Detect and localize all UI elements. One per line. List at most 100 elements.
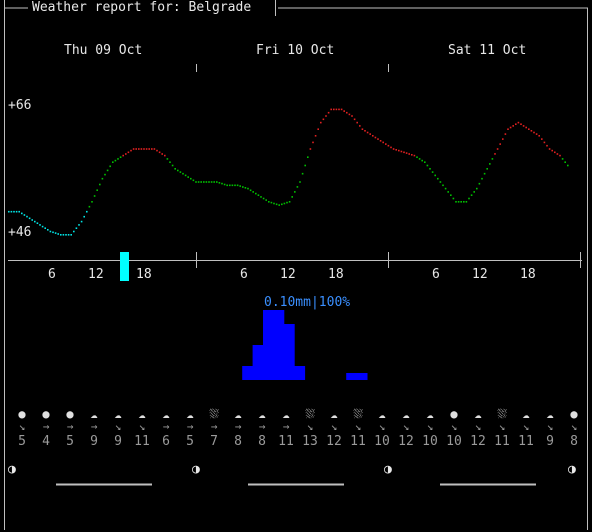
temperature-point [385, 143, 387, 145]
wind-direction-icon: ↘ [570, 420, 578, 433]
temperature-point [411, 154, 413, 156]
temperature-point [93, 195, 96, 197]
cloud-icon: ☁ [330, 407, 338, 421]
precipitation-label: 0.10mm|100% [264, 295, 351, 310]
temperature-point [179, 171, 182, 173]
temperature-point [140, 148, 143, 150]
temperature-point [335, 108, 338, 111]
temperature-point [512, 125, 514, 127]
temperature-point [169, 161, 171, 163]
temperature-point [413, 154, 416, 157]
precipitation-bar [346, 373, 358, 380]
wind-direction-icon: → [90, 420, 98, 433]
temperature-point [364, 130, 366, 132]
temperature-point [91, 201, 93, 203]
temperature-point [75, 227, 78, 229]
temperature-point [104, 173, 106, 176]
cloud-icon: ☁ [90, 407, 98, 421]
temperature-point [275, 203, 278, 206]
temperature-point [109, 165, 111, 168]
wind-direction-icon: ↘ [546, 420, 554, 433]
temperature-point [130, 149, 132, 152]
temperature-point [265, 199, 267, 201]
temperature-point [559, 154, 561, 157]
wind-direction-icon: → [234, 420, 242, 433]
temperature-point [348, 113, 351, 116]
temperature-point [78, 224, 80, 226]
temperature-point [481, 177, 483, 180]
wind-direction-icon: → [162, 420, 170, 433]
wind-speed: 6 [162, 434, 170, 449]
wind-direction-icon: → [42, 420, 50, 433]
temperature-point [166, 158, 169, 160]
temperature-point [439, 181, 442, 183]
temperature-point [317, 128, 319, 130]
wind-direction-icon: → [210, 420, 218, 433]
precipitation-bar [294, 366, 306, 380]
temperature-point [187, 176, 189, 178]
wind-speed: 9 [546, 434, 554, 449]
temperature-point [218, 182, 221, 184]
temperature-point [216, 181, 218, 183]
temperature-point [548, 148, 551, 150]
precipitation-bars [242, 310, 368, 380]
temperature-point [452, 197, 455, 200]
hour-label: 12 [472, 267, 488, 282]
wind-speed: 10 [422, 434, 438, 449]
temperature-point [333, 108, 335, 111]
temperature-point [223, 183, 226, 186]
temperature-point [307, 156, 309, 158]
temperature-point [242, 186, 244, 188]
temperature-point [195, 181, 197, 183]
temperature-point [421, 159, 423, 162]
temperature-point [460, 201, 462, 203]
temperature-point [247, 187, 249, 190]
temperature-point [507, 128, 509, 130]
day-label: Sat 11 Oct [448, 43, 527, 58]
temperature-point [161, 153, 163, 155]
temperature-point [520, 123, 522, 125]
temperature-point [132, 148, 135, 150]
temperature-point [208, 181, 210, 183]
wind-direction-icon: ↘ [354, 420, 362, 433]
temperature-point [70, 234, 72, 236]
temperature-point [226, 184, 228, 187]
temperature-point [177, 169, 179, 172]
temperature-point [286, 201, 288, 204]
temperature-point [73, 230, 75, 233]
hour-label: 12 [88, 267, 104, 282]
temperature-point [330, 108, 332, 111]
wind-speed: 12 [470, 434, 486, 449]
precipitation-bar [252, 345, 264, 380]
moon-phase-icon: ◑ [568, 462, 576, 477]
temperature-point [312, 141, 314, 144]
temperature-point [551, 149, 553, 152]
temperature-point [294, 191, 296, 193]
temperature-point [158, 151, 161, 154]
day-label: Thu 09 Oct [64, 43, 143, 58]
temperature-point [62, 234, 65, 236]
rain-cloud-icon: ⛆ [497, 407, 507, 421]
temperature-point [395, 149, 397, 151]
temperature-point [122, 154, 124, 157]
cloud-icon: ☁ [258, 407, 266, 421]
temperature-point [106, 169, 109, 172]
temperature-point [431, 171, 434, 173]
temperature-point [18, 210, 20, 213]
temperature-point [41, 225, 44, 228]
temperature-point [403, 151, 405, 154]
temperature-point [450, 194, 452, 196]
temperature-point [278, 204, 280, 206]
cloud-icon: ☁ [474, 407, 482, 421]
wind-speed: 11 [518, 434, 534, 449]
temperature-point [239, 185, 241, 187]
wind-direction-icon: ↘ [402, 420, 410, 433]
temperature-point [366, 131, 369, 134]
temperature-point [496, 148, 499, 150]
temperature-point [359, 125, 361, 127]
temperature-point [457, 201, 460, 203]
temperature-point [145, 148, 148, 150]
wind-speed: 11 [350, 434, 366, 449]
cloud-icon: ☁ [282, 407, 290, 421]
